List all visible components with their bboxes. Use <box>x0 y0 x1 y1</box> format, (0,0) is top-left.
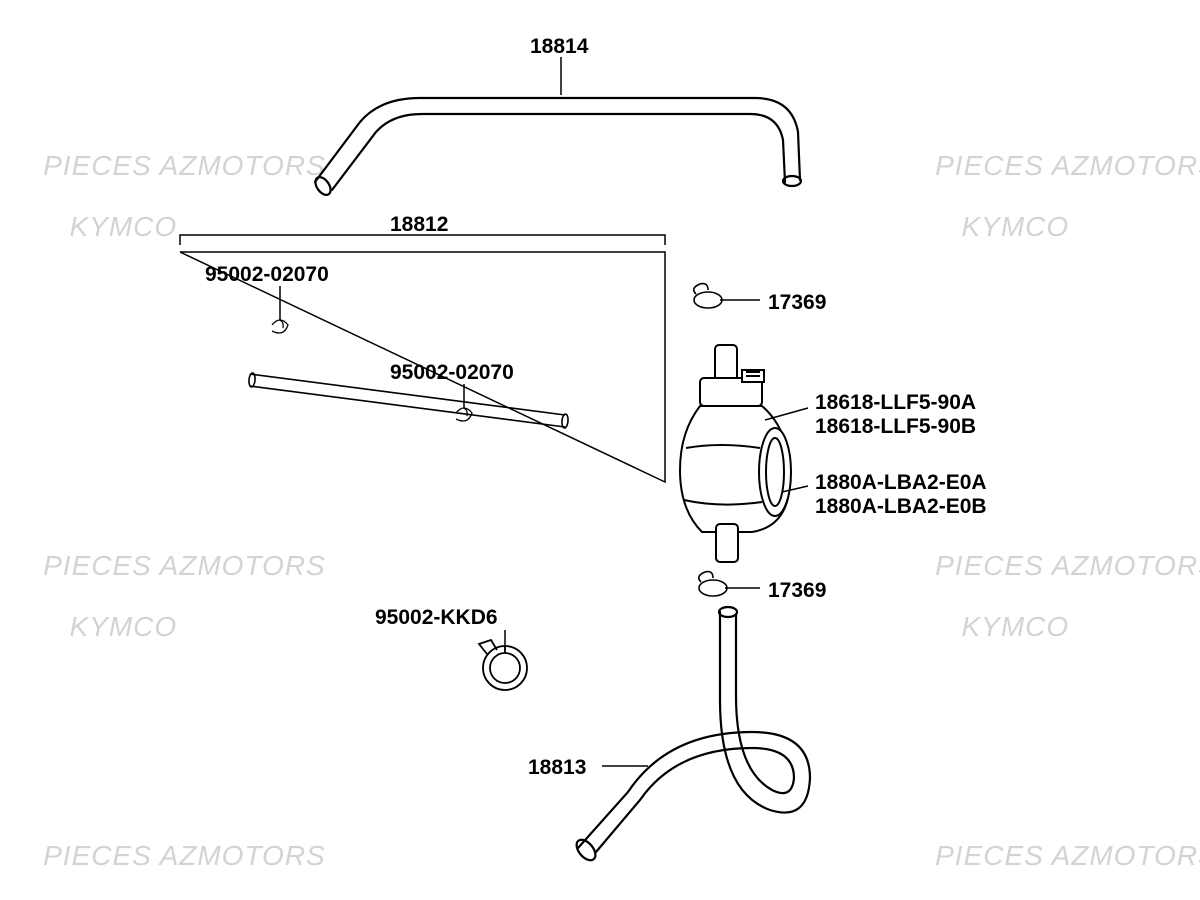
label-18813: 18813 <box>528 755 586 781</box>
label-95002-02070-a: 95002-02070 <box>205 262 329 288</box>
part-small-clip-a <box>272 320 288 333</box>
label-1880a-b: 1880A-LBA2-E0B <box>815 494 987 520</box>
part-big-clamp <box>479 640 527 690</box>
label-18812: 18812 <box>390 212 448 238</box>
label-18814: 18814 <box>530 34 588 60</box>
label-18618-a: 18618-LLF5-90A <box>815 390 976 416</box>
part-oval-clamp-bottom <box>699 572 727 596</box>
diagram-canvas: PIECES AZMOTORS KYMCO PIECES AZMOTORS KY… <box>0 0 1200 900</box>
part-oval-clamp-top <box>694 284 722 308</box>
label-17369-b: 17369 <box>768 578 826 604</box>
label-95002-kkd6: 95002-KKD6 <box>375 605 498 631</box>
part-valve-body <box>680 345 791 562</box>
part-top-hose <box>312 98 801 198</box>
label-1880a-a: 1880A-LBA2-E0A <box>815 470 987 496</box>
label-17369-a: 17369 <box>768 290 826 316</box>
part-bottom-hose <box>573 607 810 864</box>
label-95002-02070-b: 95002-02070 <box>390 360 514 386</box>
label-18618-b: 18618-LLF5-90B <box>815 414 976 440</box>
diagram-svg <box>0 0 1200 900</box>
